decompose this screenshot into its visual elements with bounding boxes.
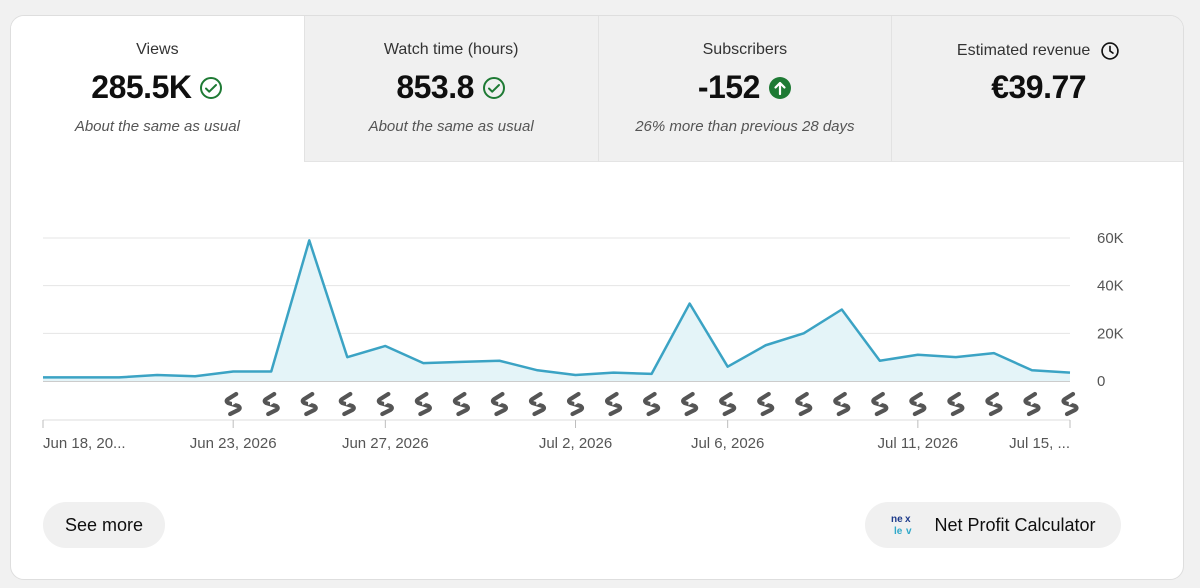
- tab-watch-time-subtitle: About the same as usual: [368, 118, 534, 135]
- shorts-icon[interactable]: [757, 391, 775, 417]
- shorts-icon[interactable]: [528, 391, 547, 417]
- shorts-icon[interactable]: [300, 391, 318, 417]
- shorts-icon[interactable]: [452, 391, 470, 417]
- shorts-icon[interactable]: [262, 391, 280, 417]
- shorts-icon[interactable]: [985, 391, 1003, 417]
- x-tick-label: Jun 23, 2026: [190, 435, 277, 452]
- tab-subscribers-subtitle: 26% more than previous 28 days: [635, 118, 855, 135]
- check-circle-icon: [200, 76, 223, 99]
- tab-views-value-row: 285.5K: [11, 69, 304, 106]
- shorts-icon[interactable]: [643, 391, 661, 417]
- chart-grid: 0 20K 40K 60K: [43, 230, 1124, 421]
- svg-text:x: x: [905, 514, 911, 525]
- shorts-icon[interactable]: [1023, 391, 1041, 417]
- tab-views-label: Views: [136, 41, 179, 58]
- shorts-icon[interactable]: [947, 391, 965, 417]
- x-tick-label: Jul 6, 2026: [691, 435, 764, 452]
- y-tick-label: 40K: [1097, 278, 1124, 295]
- see-more-button[interactable]: See more: [43, 502, 165, 548]
- tab-views-value: 285.5K: [91, 69, 192, 105]
- shorts-icon[interactable]: [833, 391, 851, 417]
- svg-text:v: v: [906, 526, 912, 537]
- check-circle-icon: [482, 76, 505, 99]
- shorts-icon[interactable]: [795, 391, 813, 417]
- x-tick-label: Jun 18, 20...: [43, 435, 126, 452]
- shorts-icon[interactable]: [224, 391, 242, 417]
- clock-icon[interactable]: [1100, 41, 1120, 61]
- tab-revenue-value: €39.77: [991, 69, 1087, 105]
- series-area-fill: [43, 240, 1070, 381]
- tab-watch-time[interactable]: Watch time (hours) 853.8 About the same …: [303, 16, 598, 162]
- shorts-icon[interactable]: [1061, 391, 1079, 417]
- tab-watch-time-label: Watch time (hours): [383, 41, 519, 58]
- shorts-icon[interactable]: [376, 391, 394, 417]
- chart-area: [42, 239, 1071, 381]
- shorts-icon[interactable]: [719, 391, 737, 417]
- shorts-icon[interactable]: [604, 391, 623, 417]
- net-profit-calculator-button[interactable]: ne x le v Net Profit Calculator: [865, 502, 1121, 548]
- tab-revenue-label: Estimated revenue: [892, 41, 1183, 61]
- shorts-icon[interactable]: [490, 391, 509, 417]
- svg-text:le: le: [894, 526, 903, 537]
- svg-text:ne: ne: [891, 514, 903, 525]
- tab-views[interactable]: Views 285.5K About the same as usual: [11, 16, 304, 162]
- x-tick-label: Jul 2, 2026: [539, 435, 612, 452]
- shorts-icon[interactable]: [414, 391, 432, 417]
- x-tick-label: Jul 15, ...: [1009, 435, 1070, 452]
- nexlev-logo-icon: ne x le v: [891, 514, 912, 537]
- tab-revenue-value-row: €39.77: [892, 69, 1183, 106]
- x-tick-label: Jul 11, 2026: [878, 435, 959, 452]
- tab-views-subtitle: About the same as usual: [74, 118, 240, 135]
- y-tick-label: 20K: [1097, 325, 1124, 342]
- shorts-icon[interactable]: [681, 391, 699, 417]
- chart-axis: Jun 18, 20... Jun 23, 2026 Jun 27, 2026 Jul…: [42, 420, 1071, 452]
- shorts-icon[interactable]: [338, 391, 356, 417]
- y-tick-label: 0: [1097, 373, 1105, 390]
- series-line: [43, 239, 1071, 379]
- analytics-card: Views 285.5K About the same as usual Wat…: [10, 15, 1184, 580]
- shorts-icon[interactable]: [909, 391, 927, 417]
- tab-watch-time-value-row: 853.8: [305, 69, 598, 106]
- shorts-icon[interactable]: [871, 391, 889, 417]
- net-profit-calculator-label: Net Profit Calculator: [934, 514, 1096, 535]
- tab-subscribers[interactable]: Subscribers -152 26% more than previous …: [597, 16, 892, 162]
- metric-tabs: Views 285.5K About the same as usual Wat…: [11, 16, 1183, 162]
- tab-subscribers-value-row: -152: [599, 69, 892, 106]
- tab-watch-time-value: 853.8: [396, 69, 474, 105]
- tab-subscribers-label: Subscribers: [702, 41, 788, 58]
- tab-subscribers-value: -152: [697, 69, 761, 105]
- shorts-icon[interactable]: [566, 391, 585, 417]
- tab-revenue[interactable]: Estimated revenue €39.77: [891, 16, 1183, 162]
- x-tick-label: Jun 27, 2026: [342, 435, 429, 452]
- chart-markers: [224, 391, 1079, 417]
- arrow-up-circle-icon: [768, 76, 791, 99]
- y-tick-label: 60K: [1097, 230, 1124, 247]
